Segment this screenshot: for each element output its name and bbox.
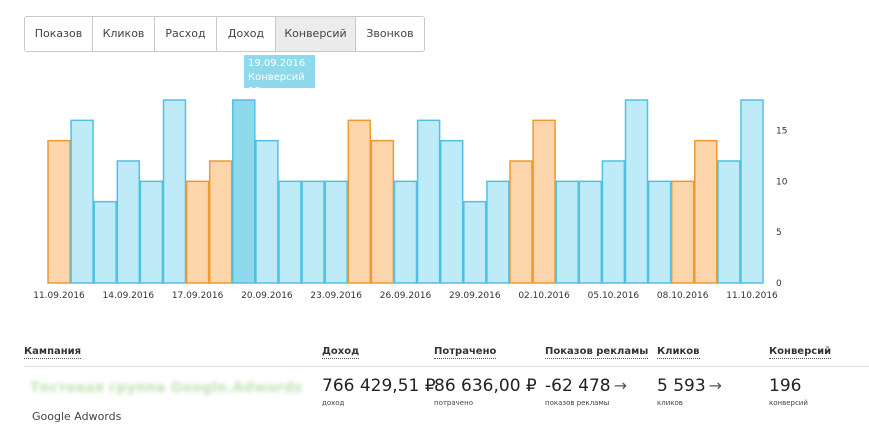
bar-03.10.2016[interactable] <box>555 180 579 284</box>
campaign-source: Google Adwords <box>32 410 122 423</box>
header-income[interactable]: Доход <box>322 346 360 359</box>
conversions-label: конверсий <box>769 399 808 407</box>
bar-28.09.2016[interactable] <box>439 139 464 284</box>
y-tick-label: 0 <box>776 279 782 289</box>
bar-11.10.2016[interactable] <box>740 99 764 284</box>
bar-30.09.2016[interactable] <box>486 180 510 284</box>
bar-29.09.2016[interactable] <box>463 200 487 284</box>
trend-arrow-icon: → <box>613 376 628 395</box>
spent-cell: 86 636,00 ₽ потрачено <box>434 375 537 407</box>
bar-23.09.2016[interactable] <box>324 180 348 284</box>
spent-value: 86 636,00 ₽ <box>434 376 537 396</box>
bar-17.09.2016[interactable] <box>185 180 210 284</box>
campaign-table-header: Кампания Доход Потрачено Показов рекламы… <box>0 345 869 365</box>
clicks-value: 5 593 <box>657 376 706 396</box>
x-tick-label: 29.09.2016 <box>449 291 501 301</box>
impressions-cell: -62 478 → показов рекламы <box>545 375 627 407</box>
x-tick-label: 26.09.2016 <box>380 291 432 301</box>
chart-tooltip: 19.09.2016 Конверсий 18 <box>244 55 315 97</box>
x-tick-label: 05.10.2016 <box>588 291 640 301</box>
x-tick-label: 08.10.2016 <box>657 291 709 301</box>
bar-02.10.2016[interactable] <box>532 119 556 284</box>
y-tick-label: 15 <box>776 127 787 137</box>
bar-07.10.2016[interactable] <box>647 180 672 284</box>
header-spent[interactable]: Потрачено <box>434 346 497 359</box>
impressions-value: -62 478 <box>545 376 611 396</box>
tab-impressions[interactable]: Показов <box>25 17 93 51</box>
header-clicks[interactable]: Кликов <box>657 346 700 359</box>
campaign-name[interactable]: Тестовая группа Google.Adwords <box>30 380 303 396</box>
bar-01.10.2016[interactable] <box>509 160 533 284</box>
income-value: 766 429,51 ₽ <box>322 376 436 396</box>
bar-24.09.2016[interactable] <box>347 119 372 284</box>
income-cell: 766 429,51 ₽ доход <box>322 375 436 407</box>
header-conversions[interactable]: Конверсий <box>769 346 832 359</box>
bar-26.09.2016[interactable] <box>393 180 418 284</box>
bar-04.10.2016[interactable] <box>578 180 603 284</box>
metric-tabs: Показов Кликов Расход Доход Конверсий Зв… <box>24 16 425 52</box>
header-impressions[interactable]: Показов рекламы <box>545 346 649 359</box>
x-tick-label: 20.09.2016 <box>241 291 293 301</box>
bar-11.09.2016[interactable] <box>47 139 71 284</box>
x-tick-label: 11.10.2016 <box>726 291 778 301</box>
table-row: Тестовая группа Google.Adwords Google Ad… <box>0 370 869 425</box>
conversions-value: 196 <box>769 376 802 396</box>
bar-20.09.2016[interactable] <box>255 139 279 284</box>
bar-14.09.2016[interactable] <box>116 160 141 284</box>
tab-conversions[interactable]: Конверсий <box>276 17 356 51</box>
conversions-cell: 196 конверсий <box>769 375 808 407</box>
tab-spent[interactable]: Расход <box>155 17 217 51</box>
bar-21.09.2016[interactable] <box>278 180 302 284</box>
table-divider <box>24 366 869 367</box>
bar-15.09.2016[interactable] <box>139 180 164 284</box>
bar-25.09.2016[interactable] <box>370 139 395 284</box>
tab-calls[interactable]: Звонков <box>356 17 424 51</box>
conversions-bar-chart: 11.09.2016 14.09.2016 17.09.2016 20.09.2016… <box>33 99 788 301</box>
bar-27.09.2016[interactable] <box>416 119 441 284</box>
bar-16.09.2016[interactable] <box>162 99 187 284</box>
x-tick-label: 11.09.2016 <box>33 291 85 301</box>
trend-arrow-icon: → <box>708 376 723 395</box>
bar-06.10.2016[interactable] <box>624 99 649 284</box>
y-tick-label: 5 <box>776 228 782 238</box>
spent-label: потрачено <box>434 399 473 407</box>
header-campaign[interactable]: Кампания <box>24 346 82 359</box>
tab-income[interactable]: Доход <box>217 17 276 51</box>
impressions-label: показов рекламы <box>545 399 610 407</box>
bar-09.10.2016[interactable] <box>694 139 718 284</box>
x-tick-label: 14.09.2016 <box>103 291 155 301</box>
bar-05.10.2016[interactable] <box>601 160 626 284</box>
bar-13.09.2016[interactable] <box>93 200 117 284</box>
bar-22.09.2016[interactable] <box>301 180 325 284</box>
x-tick-label: 17.09.2016 <box>172 291 224 301</box>
clicks-label: кликов <box>657 399 683 407</box>
bar-18.09.2016[interactable] <box>208 160 233 284</box>
bar-19.09.2016[interactable] <box>232 99 256 284</box>
clicks-cell: 5 593 → кликов <box>657 375 722 407</box>
tooltip-date: 19.09.2016 <box>248 58 306 69</box>
x-tick-label: 02.10.2016 <box>518 291 570 301</box>
bar-08.10.2016[interactable] <box>670 180 695 284</box>
x-tick-label: 23.09.2016 <box>310 291 362 301</box>
tab-clicks[interactable]: Кликов <box>93 17 155 51</box>
tooltip-value: Конверсий 18 <box>248 72 305 97</box>
bar-10.10.2016[interactable] <box>717 160 741 284</box>
income-label: доход <box>322 399 345 407</box>
bar-12.09.2016[interactable] <box>70 119 94 284</box>
y-tick-label: 10 <box>776 177 788 187</box>
